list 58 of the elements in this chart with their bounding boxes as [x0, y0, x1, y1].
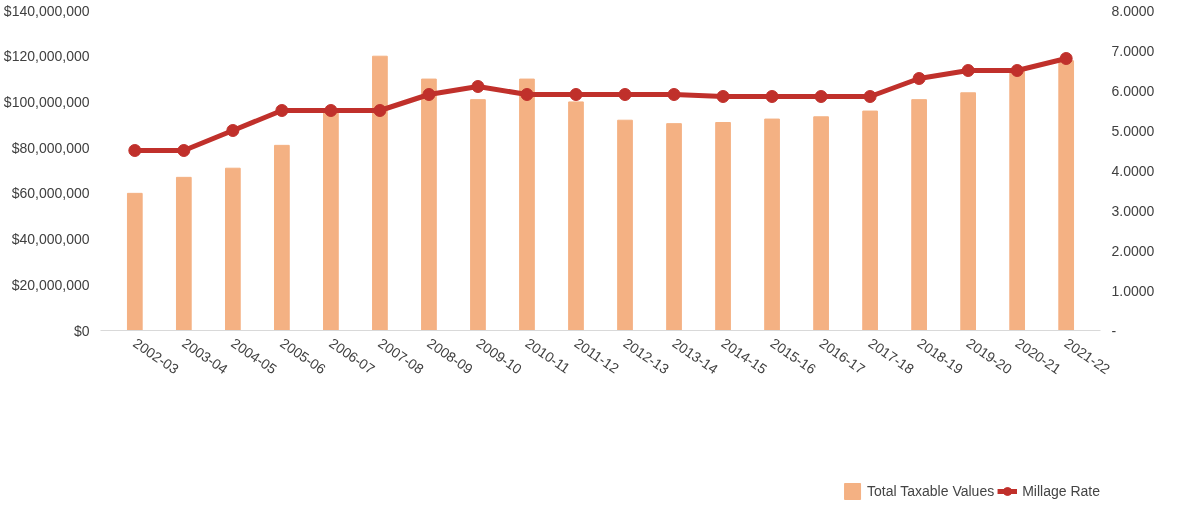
bar: [126, 192, 143, 331]
point: [324, 104, 338, 117]
point: [520, 88, 534, 101]
bar: [274, 144, 290, 331]
point: [177, 144, 191, 157]
point: [961, 64, 975, 77]
y2-tick-label: 8.0000: [1111, 2, 1155, 19]
bar: [519, 78, 535, 331]
bar: [764, 118, 780, 331]
point: [1010, 64, 1024, 77]
point: [912, 72, 926, 85]
y-tick-label: $40,000,000: [11, 231, 90, 248]
bar: [470, 99, 486, 331]
y2-tick-label: 7.0000: [1111, 42, 1155, 59]
bar: [617, 119, 633, 331]
bar: [225, 167, 241, 331]
bar: [715, 122, 731, 331]
point: [275, 104, 289, 117]
y2-tick-label: 3.0000: [1111, 202, 1155, 219]
bar: [1009, 69, 1026, 331]
y2-tick-label: 6.0000: [1111, 82, 1155, 99]
y2-tick-label: -: [1111, 322, 1117, 339]
bar: [175, 176, 192, 331]
bar: [372, 55, 388, 331]
point: [373, 104, 387, 117]
y-tick-label: $20,000,000: [11, 276, 90, 293]
y2-tick-label: 4.0000: [1111, 162, 1155, 179]
y-tick-label: $100,000,000: [3, 93, 90, 110]
y2-tick-label: 2.0000: [1111, 242, 1155, 259]
bar: [1058, 60, 1075, 331]
point: [863, 90, 877, 103]
y-tick-label: $80,000,000: [11, 139, 90, 156]
legend-label: Millage Rate: [1022, 482, 1100, 499]
y-tick-label: $140,000,000: [3, 2, 90, 19]
y-tick-label: $60,000,000: [11, 185, 90, 202]
bar: [813, 116, 829, 331]
y2-tick-label: 1.0000: [1111, 282, 1155, 299]
y2-tick-label: 5.0000: [1111, 122, 1155, 139]
bar: [911, 99, 927, 331]
point: [422, 88, 436, 101]
point: [226, 124, 240, 137]
point: [1059, 52, 1073, 65]
point: [569, 88, 583, 101]
bar: [568, 101, 584, 331]
point: [667, 88, 681, 101]
point: [716, 90, 730, 103]
point: [765, 90, 779, 103]
y-tick-label: $0: [73, 322, 90, 339]
point: [471, 80, 485, 93]
point: [128, 144, 142, 157]
point: [618, 88, 632, 101]
bar: [960, 92, 976, 331]
bar: [666, 123, 682, 331]
bar: [862, 110, 878, 331]
legend-label: Total Taxable Values: [867, 482, 995, 499]
point: [814, 90, 828, 103]
bar: [421, 78, 437, 331]
y-tick-label: $120,000,000: [3, 48, 90, 65]
